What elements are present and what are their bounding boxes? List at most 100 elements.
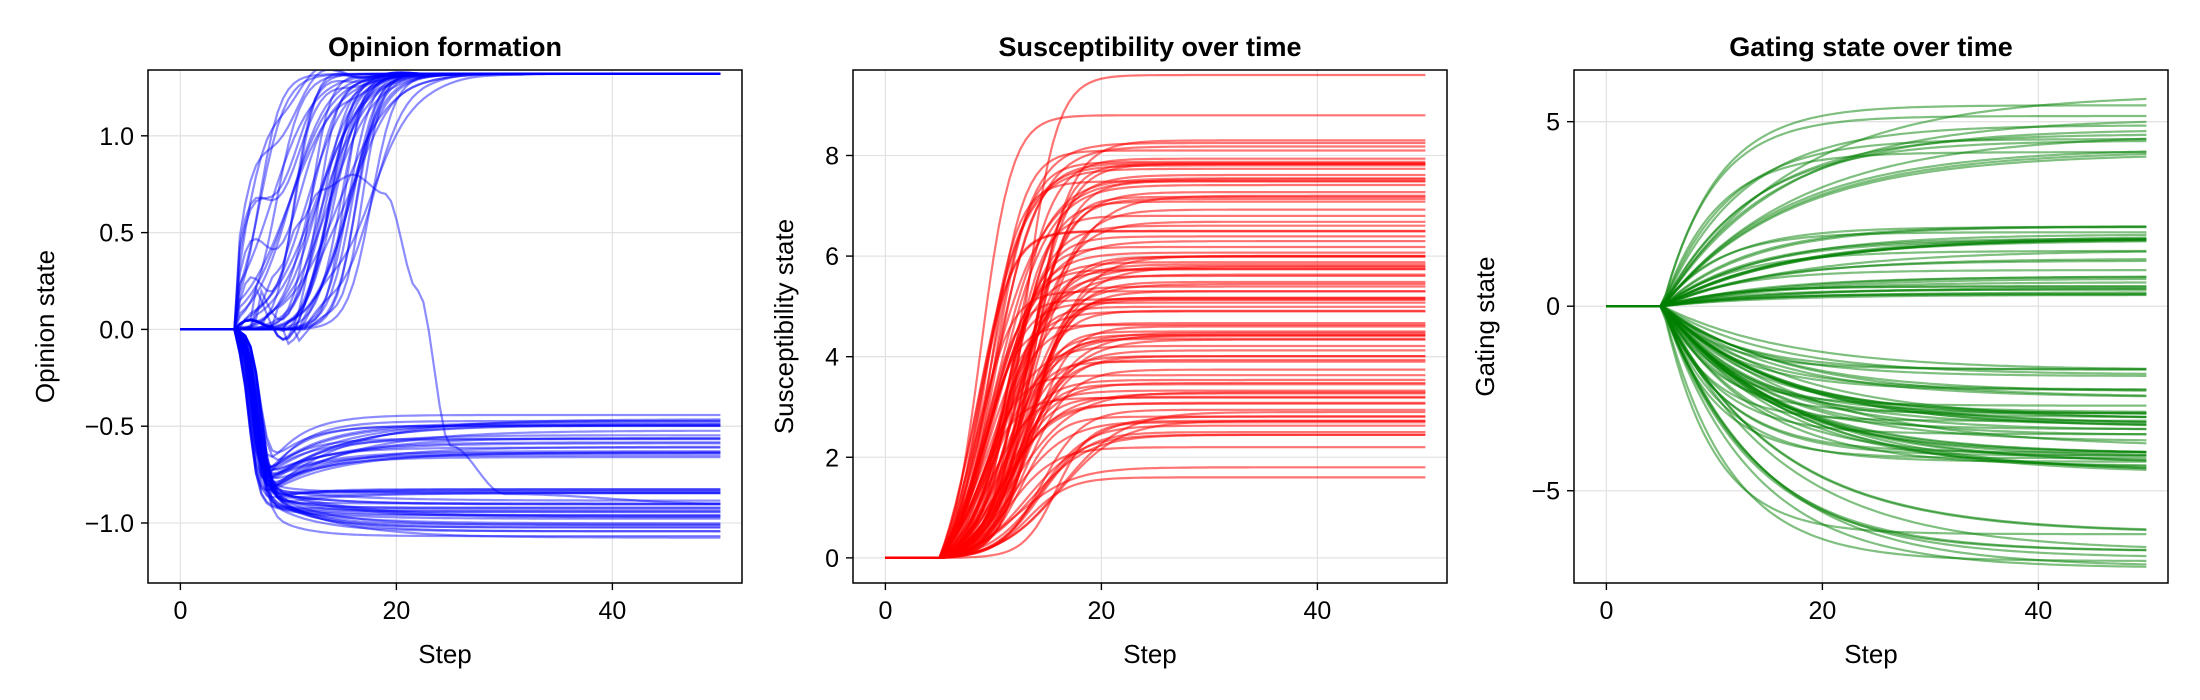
- series-line: [180, 71, 721, 331]
- series-line: [180, 328, 721, 505]
- series-line: [1606, 305, 2147, 370]
- series-line: [885, 251, 1426, 559]
- series-line: [885, 344, 1426, 559]
- series-line: [180, 72, 721, 331]
- series-line: [180, 72, 721, 331]
- series-line: [1606, 269, 2147, 308]
- series-line: [885, 149, 1426, 559]
- series-line: [885, 415, 1426, 559]
- series-line: [180, 328, 721, 519]
- x-tick-label: 0: [173, 597, 187, 625]
- series-line: [180, 328, 721, 496]
- series-line: [180, 72, 721, 331]
- series-line: [180, 72, 721, 331]
- series-line: [180, 72, 721, 331]
- series-line: [1606, 277, 2147, 308]
- series-line: [1606, 237, 2147, 308]
- series-group: [885, 73, 1426, 559]
- series-line: [180, 72, 721, 331]
- series-line: [180, 328, 721, 538]
- series-line: [885, 309, 1426, 559]
- series-line: [180, 328, 721, 529]
- series-line: [180, 72, 721, 343]
- series-line: [180, 328, 721, 509]
- series-line: [180, 72, 721, 331]
- series-line: [180, 328, 721, 470]
- series-line: [180, 328, 721, 499]
- y-tick-label: 4: [825, 344, 839, 372]
- series-group: [1606, 97, 2147, 568]
- series-line: [180, 328, 721, 517]
- series-line: [180, 72, 721, 331]
- series-line: [180, 328, 721, 461]
- series-line: [180, 328, 721, 486]
- series-line: [1606, 305, 2147, 531]
- series-line: [180, 328, 721, 470]
- series-line: [180, 328, 721, 479]
- series-line: [180, 72, 721, 331]
- series-line: [885, 322, 1426, 559]
- series-line: [1606, 305, 2147, 562]
- x-axis-label: Step: [1123, 639, 1177, 669]
- series-line: [180, 328, 721, 494]
- series-line: [1606, 285, 2147, 308]
- series-line: [180, 328, 721, 520]
- series-line: [180, 328, 721, 533]
- series-line: [885, 141, 1426, 559]
- y-axis-label: Susceptibility state: [769, 219, 799, 434]
- series-line: [1606, 305, 2147, 463]
- y-axis-label: Opinion state: [30, 250, 60, 403]
- series-line: [180, 328, 721, 492]
- series-line: [885, 178, 1426, 559]
- series-line: [180, 328, 721, 489]
- series-line: [180, 328, 721, 502]
- series-line: [180, 328, 721, 518]
- series-line: [180, 72, 721, 331]
- x-tick-label: 40: [2024, 597, 2052, 625]
- series-line: [1606, 288, 2147, 308]
- series-line: [1606, 225, 2147, 308]
- x-tick-label: 0: [878, 597, 892, 625]
- x-axis-label: Step: [418, 639, 472, 669]
- series-line: [180, 328, 721, 517]
- series-line: [1606, 138, 2147, 308]
- series-line: [180, 72, 721, 331]
- series-line: [180, 72, 721, 331]
- series-line: [180, 71, 721, 341]
- series-line: [1606, 305, 2147, 431]
- series-line: [180, 72, 721, 331]
- series-line: [180, 72, 721, 331]
- plot-frame: [147, 69, 743, 584]
- series-line: [180, 328, 721, 480]
- series-line: [180, 328, 721, 484]
- y-axis-label: Gating state: [1470, 256, 1500, 396]
- plot-frame: [1573, 69, 2169, 584]
- series-line: [1606, 97, 2147, 308]
- y-tick-label: 0: [1546, 293, 1560, 321]
- y-tick-label: −1.0: [85, 510, 134, 538]
- y-tick-label: 0: [825, 545, 839, 573]
- series-line: [885, 230, 1426, 559]
- x-tick-label: 40: [1303, 597, 1331, 625]
- series-line: [180, 72, 721, 331]
- series-line: [1606, 150, 2147, 308]
- x-tick-label: 20: [382, 597, 410, 625]
- series-line: [180, 328, 721, 513]
- series-line: [180, 328, 721, 475]
- series-line: [180, 72, 721, 331]
- series-line: [1606, 104, 2147, 308]
- series-line: [180, 72, 721, 341]
- series-line: [885, 392, 1426, 559]
- series-line: [180, 72, 721, 331]
- y-tick-label: 6: [825, 243, 839, 271]
- series-line: [180, 328, 721, 471]
- series-line: [1606, 238, 2147, 308]
- series-line: [180, 72, 721, 331]
- series-line: [180, 328, 721, 480]
- plot-frame: [852, 69, 1448, 584]
- y-tick-label: 0.0: [99, 316, 134, 344]
- y-tick-label: −5: [1531, 478, 1560, 506]
- chart-panel-2: 0 20 40 0 2 4 6 8 Susceptibility over time Step Su…: [769, 32, 1448, 669]
- series-line: [885, 374, 1426, 559]
- series-line: [1606, 305, 2147, 568]
